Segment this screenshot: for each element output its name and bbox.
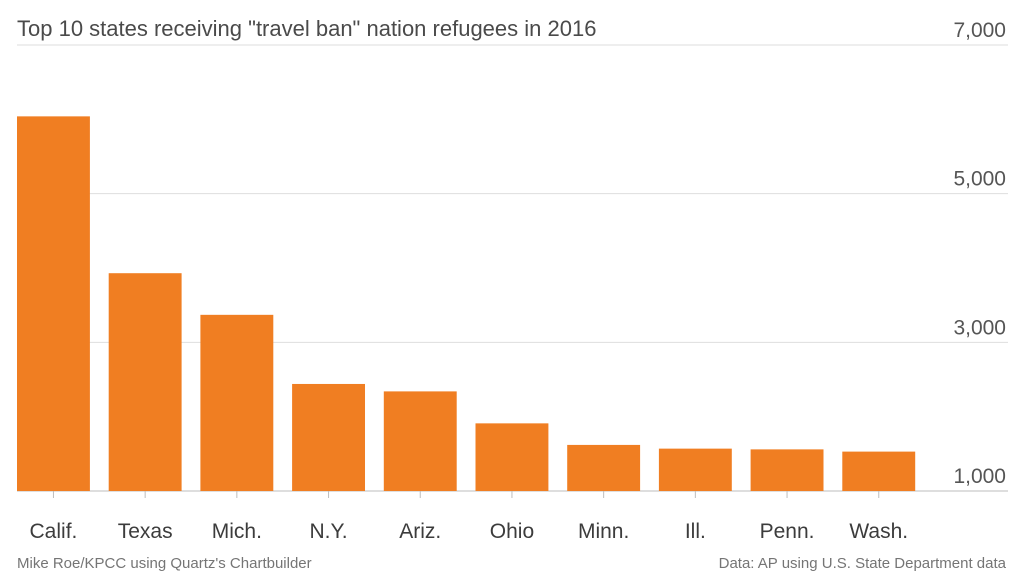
bar: [200, 314, 274, 491]
y-tick-label: 1,000: [953, 465, 1006, 488]
bar: [567, 444, 641, 491]
x-tick-label: Penn.: [760, 520, 815, 543]
x-tick-label: Calif.: [30, 520, 78, 543]
x-axis-ticks: Calif. Texas Mich. N.Y. Ariz. Ohio Minn. Ill. Pe…: [30, 491, 908, 543]
bars: [17, 116, 916, 492]
x-tick-label: Ohio: [490, 520, 534, 543]
chart-credit: Mike Roe/KPCC using Quartz's Chartbuilde…: [17, 555, 312, 572]
bar: [108, 273, 182, 491]
x-tick-label: Ariz.: [399, 520, 441, 543]
y-axis-ticks: 1,000 3,000 5,000 7,000: [953, 19, 1006, 488]
x-tick-label: Texas: [118, 520, 173, 543]
x-tick-label: Ill.: [685, 520, 706, 543]
data-source: Data: AP using U.S. State Department dat…: [718, 555, 1006, 572]
bar: [750, 449, 824, 491]
chart-title: Top 10 states receiving "travel ban" nat…: [17, 16, 597, 41]
x-tick-label: Wash.: [849, 520, 908, 543]
x-tick-label: Mich.: [212, 520, 262, 543]
y-tick-label: 7,000: [953, 19, 1006, 42]
x-tick-label: N.Y.: [309, 520, 347, 543]
y-tick-label: 3,000: [953, 316, 1006, 339]
bar: [383, 391, 457, 491]
bar: [842, 451, 916, 491]
bar: [475, 423, 549, 491]
x-tick-label: Minn.: [578, 520, 629, 543]
bar: [17, 116, 90, 492]
y-tick-label: 5,000: [953, 168, 1006, 191]
bar: [292, 383, 366, 491]
bar: [658, 448, 732, 491]
